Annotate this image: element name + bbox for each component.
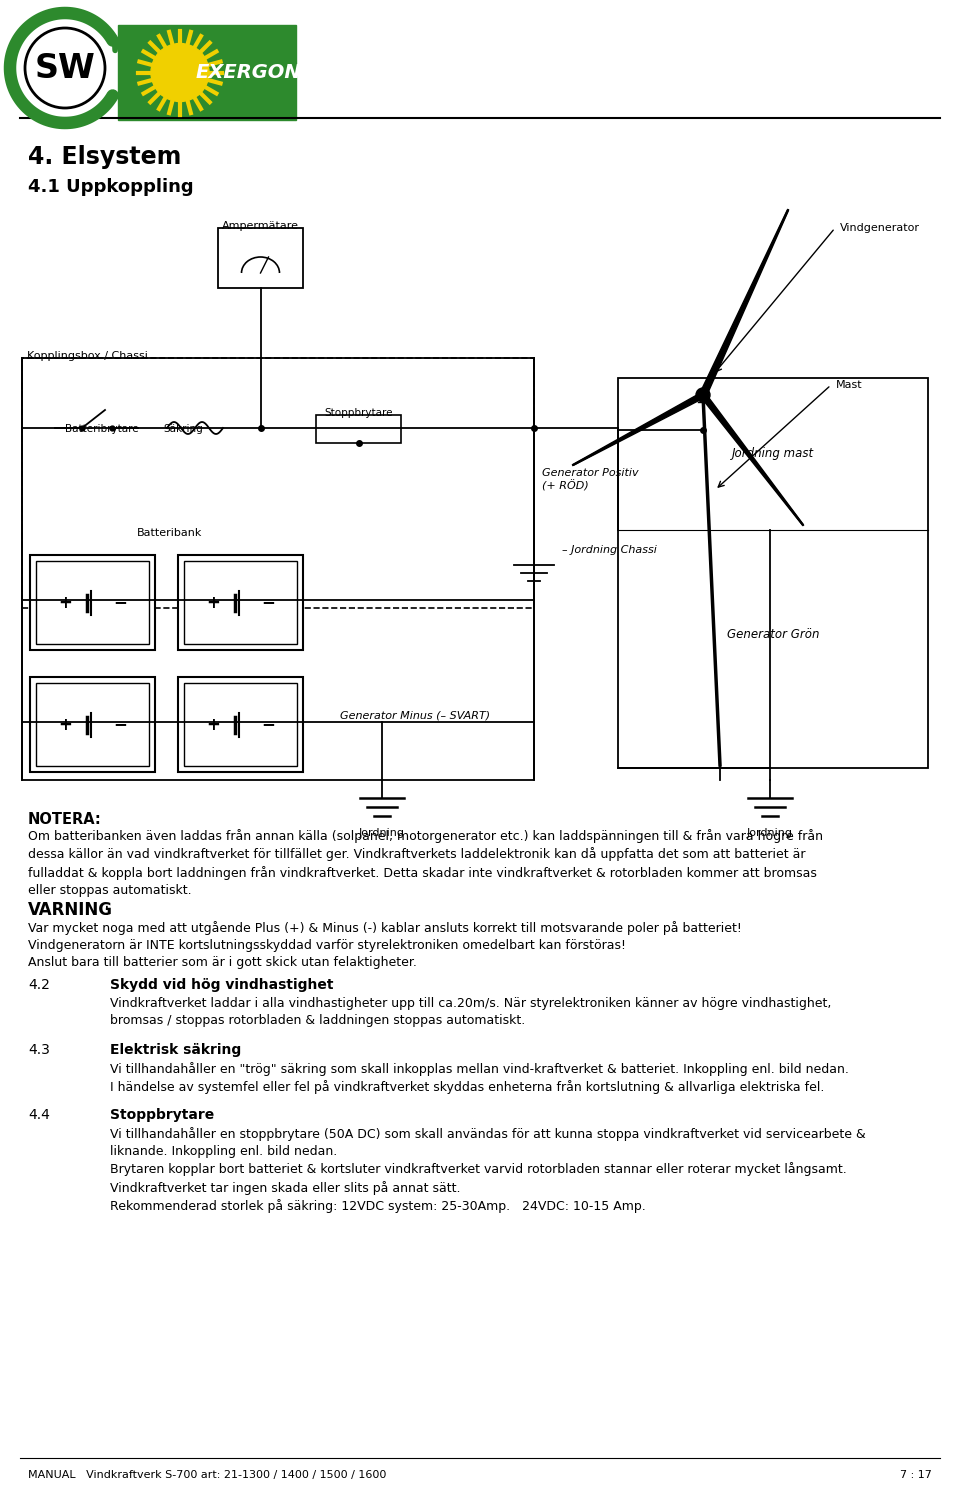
Text: :: : xyxy=(104,901,109,920)
Text: Skydd vid hög vindhastighet: Skydd vid hög vindhastighet xyxy=(110,978,333,992)
Bar xyxy=(178,676,303,772)
Text: Jordning: Jordning xyxy=(359,827,405,838)
Bar xyxy=(184,683,297,766)
Bar xyxy=(218,228,303,288)
Text: Jordning: Jordning xyxy=(747,827,793,838)
Text: Mast: Mast xyxy=(836,381,863,390)
Text: Jordning mast: Jordning mast xyxy=(732,447,814,459)
Polygon shape xyxy=(701,393,804,525)
Text: Generator Grön: Generator Grön xyxy=(727,628,819,642)
Text: Elektrisk säkring: Elektrisk säkring xyxy=(110,1043,241,1057)
Text: +: + xyxy=(58,593,72,612)
Text: 4.3: 4.3 xyxy=(28,1043,50,1057)
Text: MANUAL   Vindkraftverk S-700 art: 21-1300 / 1400 / 1500 / 1600: MANUAL Vindkraftverk S-700 art: 21-1300 … xyxy=(28,1471,386,1480)
Bar xyxy=(36,562,149,643)
Text: Stoppbrytare: Stoppbrytare xyxy=(324,408,393,418)
Bar xyxy=(316,415,401,442)
Circle shape xyxy=(696,388,710,402)
Text: −: − xyxy=(261,716,275,734)
Polygon shape xyxy=(700,210,788,397)
Text: Kopplingsbox / Chassi: Kopplingsbox / Chassi xyxy=(27,350,148,361)
Text: Vi tillhandahåller en "trög" säkring som skall inkopplas mellan vind-kraftverket: Vi tillhandahåller en "trög" säkring som… xyxy=(110,1062,849,1095)
Text: Batteribank: Batteribank xyxy=(137,528,203,538)
Text: 4. Elsystem: 4. Elsystem xyxy=(28,145,181,169)
Text: Vi tillhandahåller en stoppbrytare (50A DC) som skall användas för att kunna sto: Vi tillhandahåller en stoppbrytare (50A … xyxy=(110,1126,866,1213)
Bar xyxy=(184,562,297,643)
Polygon shape xyxy=(573,393,705,465)
Text: NOTERA:: NOTERA: xyxy=(28,812,102,827)
Text: VARNING: VARNING xyxy=(28,901,113,920)
Text: +: + xyxy=(206,593,220,612)
Bar xyxy=(22,358,534,609)
Text: 7 : 17: 7 : 17 xyxy=(900,1471,932,1480)
Bar xyxy=(178,556,303,649)
Text: Generator Positiv
(+ RÖD): Generator Positiv (+ RÖD) xyxy=(542,468,638,492)
Bar xyxy=(22,358,534,781)
Text: Batteribrytare: Batteribrytare xyxy=(65,424,138,433)
Circle shape xyxy=(151,44,209,101)
Text: −: − xyxy=(113,593,127,612)
Text: Generator Minus (– SVART): Generator Minus (– SVART) xyxy=(340,710,491,720)
Text: 4.2: 4.2 xyxy=(28,978,50,992)
Text: Stoppbrytare: Stoppbrytare xyxy=(110,1108,214,1122)
Text: Om batteribanken även laddas från annan källa (solpanel, motorgenerator etc.) ka: Om batteribanken även laddas från annan … xyxy=(28,829,823,897)
Text: 4.1 Uppkoppling: 4.1 Uppkoppling xyxy=(28,178,194,196)
Text: 4.4: 4.4 xyxy=(28,1108,50,1122)
Bar xyxy=(30,556,155,649)
Bar xyxy=(618,378,928,769)
Text: SW: SW xyxy=(35,51,95,85)
Bar xyxy=(36,683,149,766)
Text: Ampermätare: Ampermätare xyxy=(222,220,299,231)
Text: Var mycket noga med att utgående Plus (+) & Minus (-) kablar ansluts korrekt til: Var mycket noga med att utgående Plus (+… xyxy=(28,921,742,969)
Circle shape xyxy=(25,29,105,109)
Bar xyxy=(30,676,155,772)
Text: +: + xyxy=(58,716,72,734)
Text: EXERGON: EXERGON xyxy=(195,63,300,82)
Text: Säkring: Säkring xyxy=(163,424,203,433)
Text: Vindgenerator: Vindgenerator xyxy=(840,223,920,233)
Text: −: − xyxy=(261,593,275,612)
Bar xyxy=(118,26,296,119)
Text: −: − xyxy=(113,716,127,734)
Text: – Jordning Chassi: – Jordning Chassi xyxy=(562,545,657,556)
Text: +: + xyxy=(206,716,220,734)
Text: Vindkraftverket laddar i alla vindhastigheter upp till ca.20m/s. När styrelektro: Vindkraftverket laddar i alla vindhastig… xyxy=(110,997,831,1027)
